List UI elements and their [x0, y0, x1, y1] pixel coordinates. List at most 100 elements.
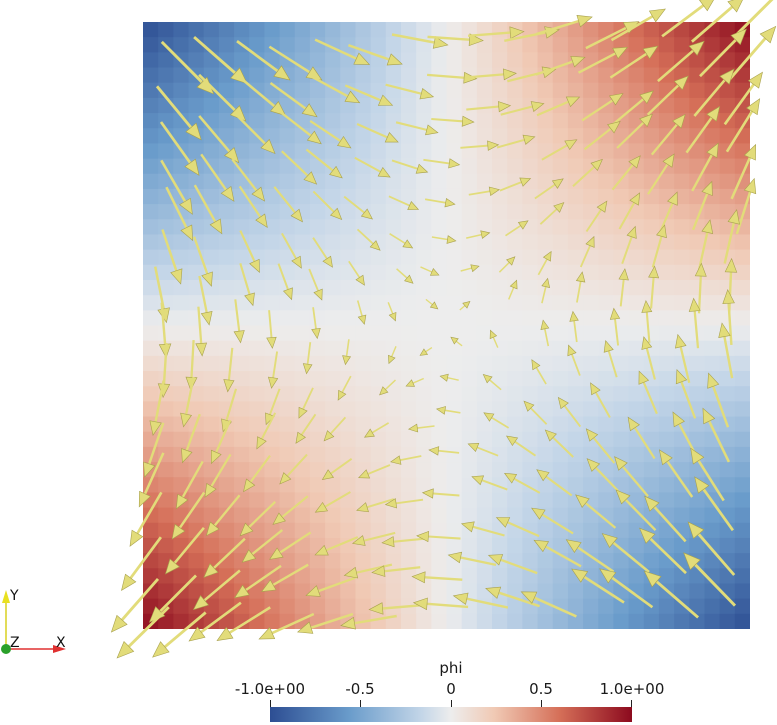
field-cell [203, 386, 220, 402]
vector-arrow-shaft [215, 419, 232, 453]
field-cell [674, 598, 690, 615]
vector-arrow-shaft [268, 388, 281, 415]
field-cell [218, 82, 235, 99]
field-cell [476, 507, 493, 524]
field-cell [340, 249, 357, 266]
field-cell [628, 325, 645, 342]
field-cell [431, 507, 448, 524]
field-cell [143, 568, 159, 585]
vector-arrow-shaft [185, 413, 201, 451]
field-cell [385, 67, 402, 84]
field-cell [628, 310, 645, 327]
field-cell [249, 325, 266, 342]
vector-arrow-shaft [395, 121, 427, 131]
vector-arrow-shaft [371, 422, 390, 434]
field-cell [446, 128, 463, 145]
vector-arrow-head [722, 289, 735, 305]
field-cell [507, 340, 523, 357]
field-cell [492, 82, 508, 99]
field-cell [643, 477, 660, 494]
field-cell [249, 477, 266, 494]
vector-arrow [536, 469, 573, 497]
vector-arrow-head [314, 544, 329, 556]
field-cell [674, 401, 690, 418]
vector-arrow-shaft [312, 190, 335, 213]
vector-arrow-head [688, 297, 701, 312]
field-cell [492, 143, 508, 160]
field-cell [734, 295, 750, 311]
field-cell [416, 67, 432, 84]
field-cell [598, 386, 615, 402]
vector-arrow-head [509, 26, 525, 39]
field-cell [689, 143, 706, 160]
vector-arrow [305, 148, 343, 179]
field-cell [188, 446, 205, 463]
vector-arrow [344, 84, 394, 106]
field-cell [264, 158, 281, 175]
field-cell [188, 173, 205, 190]
field-cell [583, 340, 599, 357]
field-cell [613, 477, 630, 494]
field-cell [598, 219, 615, 236]
field-cell [658, 537, 675, 554]
field-cell [734, 310, 750, 327]
field-cell [173, 22, 190, 38]
field-cell [173, 431, 190, 448]
vector-arrow-shaft [302, 387, 314, 410]
field-cell [325, 52, 341, 69]
field-cell [613, 401, 630, 418]
vector-arrow-head [639, 113, 653, 128]
field-cell [234, 537, 250, 554]
y-axis-label: Y [9, 588, 19, 604]
field-cell [719, 522, 736, 539]
vector-arrow-shaft [621, 236, 633, 265]
field-cell [143, 279, 159, 296]
field-cell [461, 537, 478, 554]
vector-arrow [725, 98, 761, 153]
field-cell [370, 219, 387, 236]
vector-arrow-shaft [723, 336, 734, 379]
vector-arrow [312, 237, 333, 268]
field-cell [203, 507, 220, 524]
vector-arrow [256, 412, 277, 450]
vector-arrow-shaft [723, 222, 735, 264]
vector-arrow-shaft [213, 537, 246, 569]
vector-arrow [450, 336, 463, 347]
vector-arrow [347, 44, 403, 66]
field-cell [537, 492, 554, 509]
vector-arrow-shaft [127, 606, 170, 648]
vector-arrow-head [251, 186, 266, 202]
vector-arrow-head [234, 584, 250, 599]
field-cell [143, 113, 159, 129]
vector-arrow-head [468, 33, 484, 47]
vector-arrow-shaft [563, 405, 582, 428]
field-cell [400, 295, 417, 311]
field-cell [143, 173, 159, 190]
vector-arrow-head [209, 218, 223, 235]
colorbar-title: phi [439, 659, 462, 677]
vector-arrow-head [746, 98, 761, 116]
vector-arrow-head [564, 139, 578, 151]
field-cell [309, 143, 326, 160]
field-cell [461, 279, 478, 296]
field-cell [249, 310, 266, 327]
field-cell [249, 401, 266, 418]
field-cell [370, 22, 387, 38]
colorbar-tick-label: 0 [446, 680, 456, 698]
field-cell [143, 128, 159, 145]
field-cell [355, 386, 372, 402]
field-cell [294, 522, 311, 539]
field-cell [431, 249, 448, 266]
field-cell [143, 143, 159, 160]
field-cell [370, 507, 387, 524]
field-cell [598, 462, 615, 478]
vector-arrow-head [356, 502, 369, 513]
field-cell [294, 37, 311, 53]
field-cell [522, 37, 539, 53]
vector-arrow-shaft [609, 52, 648, 79]
vector-arrow-shaft [159, 574, 197, 613]
vector-arrow-head [152, 641, 170, 658]
field-cell [522, 249, 539, 266]
vector-arrow [233, 111, 276, 155]
field-cell [249, 446, 266, 463]
